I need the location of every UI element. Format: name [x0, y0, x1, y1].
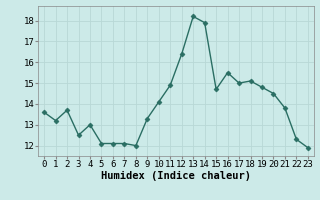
X-axis label: Humidex (Indice chaleur): Humidex (Indice chaleur): [101, 171, 251, 181]
